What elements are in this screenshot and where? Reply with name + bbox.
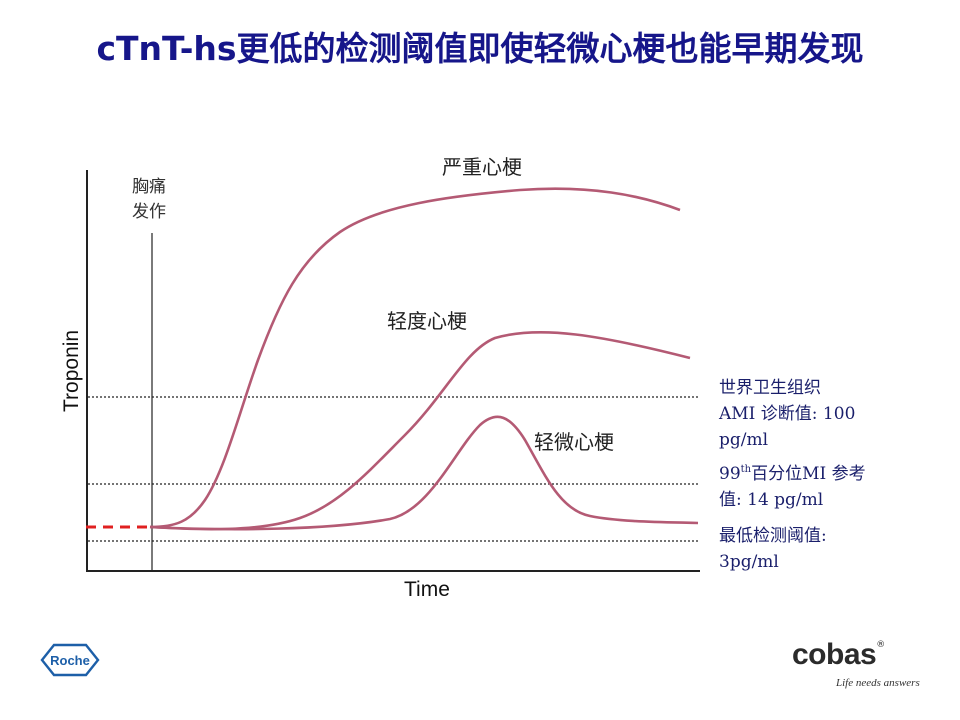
p99-superscript: th [741, 464, 752, 475]
p99-label-line2: 值: 14 pg/ml [719, 490, 823, 510]
slide-title: cTnT-hs更低的检测阈值即使轻微心梗也能早期发现 [96, 29, 864, 68]
cobas-tagline: Life needs answers [836, 677, 920, 689]
cobas-registered-mark: ® [876, 640, 886, 650]
who-label-line2: AMI 诊断值: 100 [718, 404, 855, 424]
y-axis-label: Troponin [60, 330, 83, 412]
mild-mi-label: 轻微心梗 [534, 430, 614, 454]
who-label-line3: pg/ml [719, 430, 768, 450]
cobas-wordmark: cobas [792, 638, 877, 671]
lod-label-line1: 最低检测阈值: [719, 526, 827, 546]
moderate-mi-curve [149, 330, 691, 531]
cobas-logo: cobas® Life needs answers [792, 638, 920, 689]
onset-label-line2: 发作 [132, 202, 166, 222]
x-axis-label: Time [404, 578, 450, 601]
who-label-line1: 世界卫生组织 [719, 378, 821, 398]
roche-logo: Roche [40, 643, 100, 677]
severe-mi-curve [149, 187, 681, 529]
lod-label-line2: 3pg/ml [719, 552, 779, 572]
p99-label-line1: 99th百分位MI 参考 [719, 464, 866, 484]
mild-mi-curve [149, 415, 699, 531]
moderate-mi-label: 轻度心梗 [387, 309, 467, 333]
onset-label-line1: 胸痛 [132, 177, 166, 197]
severe-mi-label: 严重心梗 [442, 155, 522, 179]
roche-logo-text: Roche [50, 653, 90, 668]
p99-rest: 百分位MI 参考 [751, 464, 866, 484]
p99-number: 99 [719, 464, 741, 484]
